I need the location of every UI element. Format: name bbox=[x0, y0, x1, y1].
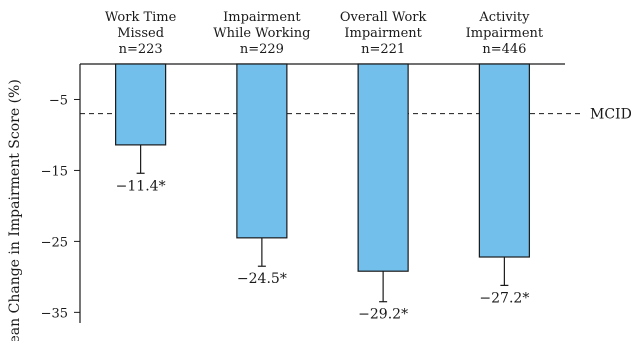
category-label: Missed bbox=[117, 26, 164, 41]
bar bbox=[115, 63, 167, 146]
y-tick-label: −5 bbox=[49, 93, 68, 108]
data-label: −29.2* bbox=[358, 307, 408, 323]
y-tick-label: −35 bbox=[41, 306, 68, 321]
bars: −11.4* −24.5* −29.2* −27.2* bbox=[115, 63, 530, 323]
sample-size-label: n=221 bbox=[361, 42, 405, 57]
bar bbox=[478, 63, 530, 258]
category-label: Work Time bbox=[105, 10, 177, 25]
y-ticks: −5 −15 −25 −35 bbox=[41, 93, 80, 321]
category-label: Impairment bbox=[223, 10, 301, 25]
data-label: −24.5* bbox=[237, 271, 287, 287]
category-label: While Working bbox=[213, 26, 310, 41]
data-label: −11.4* bbox=[116, 178, 166, 194]
sample-size-label: n=446 bbox=[482, 42, 526, 57]
sample-size-label: n=223 bbox=[119, 42, 163, 57]
category-label: Overall Work bbox=[340, 10, 427, 25]
bar bbox=[357, 63, 409, 272]
y-tick-label: −15 bbox=[41, 164, 68, 179]
category-label: Impairment bbox=[344, 26, 422, 41]
mcid-label: MCID bbox=[590, 107, 631, 123]
y-tick-label: −25 bbox=[41, 235, 68, 250]
bar bbox=[236, 63, 288, 239]
y-axis-label: Mean Change in Impairment Score (%) bbox=[7, 79, 23, 341]
category-label: Impairment bbox=[466, 26, 544, 41]
data-label: −27.2* bbox=[479, 290, 529, 306]
category-label: Activity bbox=[478, 10, 530, 25]
sample-size-label: n=229 bbox=[240, 42, 284, 57]
